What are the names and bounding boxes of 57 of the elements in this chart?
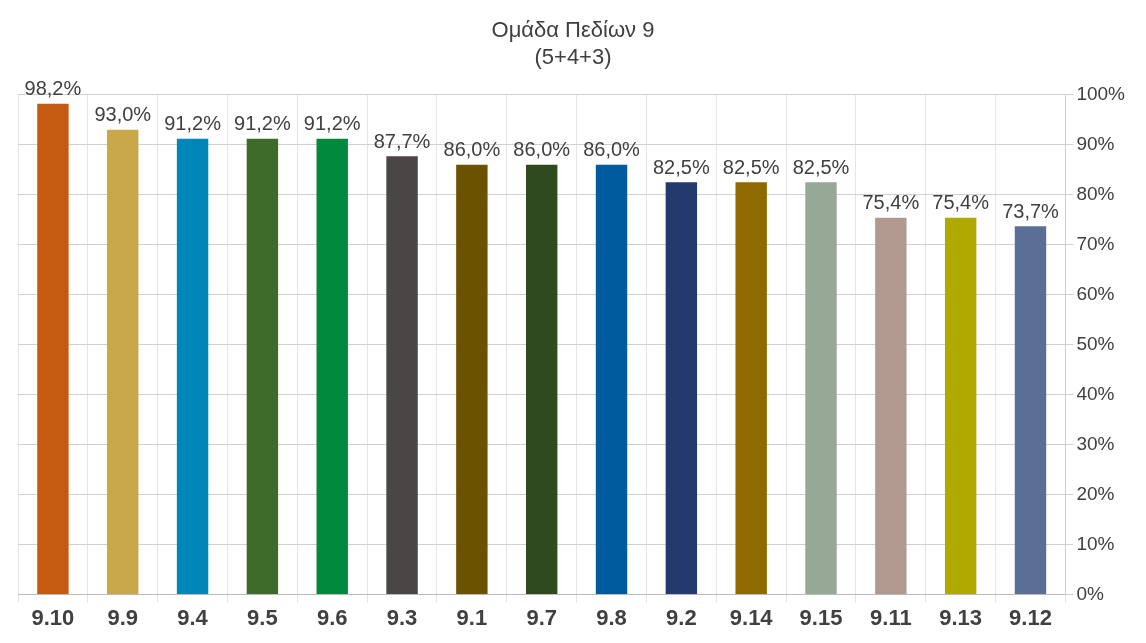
bar [665,182,698,595]
data-label: 91,2% [234,112,291,135]
y-tick-label: 30% [1076,432,1115,454]
y-tick-label: 20% [1076,482,1115,504]
data-label: 98,2% [24,77,82,100]
y-tick-label: 0% [1076,582,1104,604]
data-label: 91,2% [303,112,361,135]
x-tick-label: 9.15 [799,604,843,630]
x-tick-label: 9.4 [177,604,209,630]
bar [525,164,558,595]
chart-title: Ομάδα Πεδίων 9 (5+4+3) [491,17,655,69]
x-tick-label: 9.5 [247,604,278,630]
x-tick-label: 9.1 [456,604,488,630]
data-label: 75,4% [932,191,990,214]
data-label: 91,2% [164,112,222,135]
y-tick-label: 50% [1076,332,1115,354]
bar [37,103,69,595]
data-label: 73,7% [1002,199,1060,222]
bar [875,217,907,595]
data-label: 93,0% [94,103,152,126]
x-tick-label: 9.14 [729,604,774,630]
x-tick-label: 9.7 [526,604,557,630]
y-tick-label: 40% [1076,382,1115,404]
x-tick-label: 9.13 [939,604,983,630]
bar [246,138,279,595]
x-tick-label: 9.12 [1009,604,1052,630]
bar [595,164,628,595]
y-tick-label: 90% [1076,133,1115,155]
y-tick-label: 10% [1076,532,1115,554]
x-tick-label: 9.9 [107,604,139,630]
bar [386,156,418,595]
x-tick-label: 9.2 [666,604,697,630]
data-label: 86,0% [443,138,501,161]
y-tick-label: 60% [1076,282,1115,304]
x-tick-label: 9.10 [31,604,75,630]
x-tick-label: 9.3 [386,604,418,630]
data-label: 82,5% [653,155,710,178]
bar [107,129,139,595]
y-tick-label: 100% [1076,83,1126,105]
bar [316,138,348,595]
y-tick-label: 70% [1076,232,1115,254]
x-tick-label: 9.8 [596,604,627,630]
bar [1014,226,1047,595]
bar [805,182,837,595]
x-tick-label: 9.6 [316,604,348,630]
bar [456,164,488,595]
data-label: 75,4% [862,191,920,214]
data-label: 82,5% [792,155,850,178]
y-tick-label: 80% [1076,182,1115,204]
data-label: 86,0% [583,138,641,161]
bar [176,138,209,595]
bar [735,182,767,595]
bar [944,217,977,595]
x-tick-label: 9.11 [870,604,912,630]
data-label: 87,7% [373,129,431,152]
data-label: 82,5% [722,155,780,178]
data-label: 86,0% [513,138,571,161]
